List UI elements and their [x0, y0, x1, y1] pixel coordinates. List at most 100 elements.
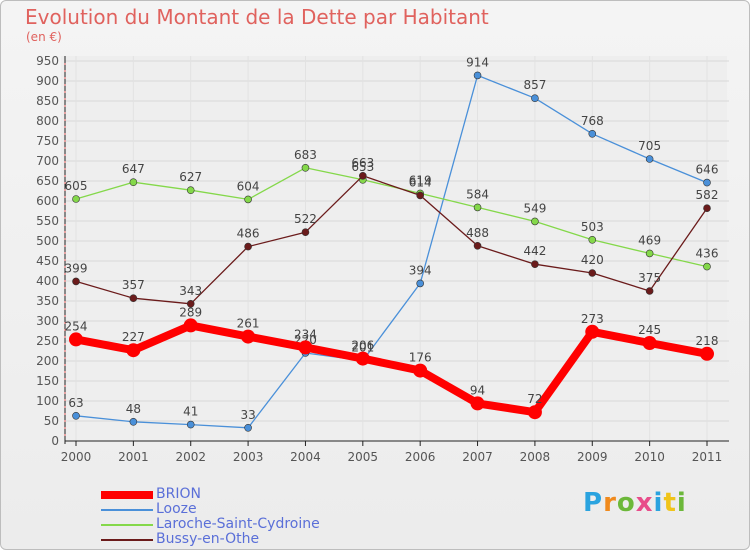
- series-line-brion: [75, 321, 708, 417]
- data-label: 33: [240, 408, 255, 422]
- data-label: 261: [237, 317, 260, 331]
- legend-label: Bussy-en-Othe: [156, 531, 260, 547]
- y-tick-label: 900: [36, 74, 59, 88]
- y-tick-label: 400: [36, 274, 59, 288]
- legend-swatch: [101, 490, 153, 499]
- data-point: [531, 94, 539, 102]
- x-tick-label: 2004: [290, 450, 321, 464]
- data-label: 273: [581, 312, 604, 326]
- data-label: 63: [68, 396, 83, 410]
- logo-letter: i: [676, 488, 687, 518]
- y-tick-label: 500: [36, 234, 59, 248]
- y-tick-label: 300: [36, 314, 59, 328]
- y-tick-label: 600: [36, 194, 59, 208]
- data-point: [470, 396, 485, 411]
- legend-item: Laroche-Saint-Cydroine: [101, 517, 320, 532]
- logo-letter: i: [653, 488, 664, 518]
- y-tick-label: 350: [36, 294, 59, 308]
- data-label: 245: [638, 323, 661, 337]
- data-point: [72, 277, 80, 286]
- data-label: 436: [696, 247, 719, 261]
- data-point: [359, 172, 367, 180]
- data-point: [186, 186, 195, 194]
- data-label: 394: [409, 263, 432, 277]
- logo-letter: o: [616, 488, 636, 518]
- x-tick-label: 2006: [405, 450, 436, 464]
- data-label: 48: [126, 402, 141, 416]
- y-tick-label: 700: [36, 154, 59, 168]
- data-label: 522: [294, 212, 317, 226]
- data-label: 605: [65, 179, 88, 193]
- plot-area: [61, 56, 727, 441]
- data-label: 914: [466, 55, 489, 69]
- x-tick-label: 2005: [348, 450, 379, 464]
- data-point: [527, 405, 542, 420]
- data-point: [413, 363, 428, 378]
- y-tick-label: 200: [36, 354, 59, 368]
- y-tick-label: 100: [36, 394, 59, 408]
- data-point: [585, 324, 600, 339]
- y-tick-label: 800: [36, 114, 59, 128]
- logo-letter: t: [663, 488, 677, 518]
- x-tick-label: 2007: [462, 450, 493, 464]
- data-label: 399: [65, 261, 88, 275]
- x-tick-label: 2008: [520, 450, 551, 464]
- data-label: 227: [122, 330, 145, 344]
- data-label: 201: [351, 341, 374, 355]
- data-label: 488: [466, 226, 489, 240]
- legend-label: Looze: [156, 501, 197, 517]
- y-tick-label: 750: [36, 134, 59, 148]
- data-point: [129, 294, 138, 303]
- data-label: 289: [179, 305, 202, 319]
- data-point: [72, 411, 80, 420]
- data-point: [531, 217, 539, 226]
- data-label: 254: [65, 319, 88, 333]
- data-point: [186, 299, 195, 308]
- series-line-bussy-en-othe: [75, 175, 708, 305]
- data-point: [69, 332, 83, 347]
- data-label: 619: [409, 173, 432, 187]
- legend-swatch: [101, 538, 153, 541]
- chart-title: Evolution du Montant de la Dette par Hab…: [25, 5, 489, 29]
- data-label: 705: [638, 139, 661, 153]
- x-tick-label: 2011: [692, 450, 723, 464]
- data-point: [473, 203, 482, 212]
- data-label: 218: [696, 334, 719, 348]
- data-point: [642, 336, 657, 350]
- data-point: [301, 228, 310, 236]
- logo-letter: r: [603, 488, 617, 518]
- data-label: 343: [179, 284, 202, 298]
- data-point: [416, 191, 424, 200]
- data-point: [355, 351, 370, 366]
- data-point: [700, 346, 714, 361]
- data-label: 94: [470, 383, 485, 397]
- x-tick-label: 2010: [634, 450, 665, 464]
- data-label: 549: [523, 201, 546, 215]
- data-point: [473, 242, 482, 250]
- data-point: [244, 423, 252, 432]
- data-point: [703, 204, 711, 212]
- x-tick-label: 2001: [118, 450, 149, 464]
- legend-item: BRION: [101, 487, 320, 502]
- data-point: [645, 249, 654, 258]
- data-point: [129, 178, 138, 186]
- data-point: [416, 279, 424, 288]
- y-tick-label: 50: [44, 414, 59, 428]
- series-line-looze: [75, 74, 708, 429]
- y-tick-label: 250: [36, 334, 59, 348]
- legend-item: Bussy-en-Othe: [101, 532, 320, 547]
- data-point: [244, 195, 252, 204]
- data-label: 614: [409, 175, 432, 189]
- data-label: 357: [122, 278, 145, 292]
- chart-subtitle: (en €): [26, 30, 62, 44]
- data-label: 683: [294, 148, 317, 162]
- data-label: 176: [409, 351, 432, 365]
- data-label: 206: [351, 339, 374, 353]
- data-label: 646: [696, 163, 719, 177]
- data-point: [244, 242, 252, 251]
- data-label: 653: [351, 160, 374, 174]
- y-tick-label: 0: [51, 434, 59, 448]
- data-label: 503: [581, 220, 604, 234]
